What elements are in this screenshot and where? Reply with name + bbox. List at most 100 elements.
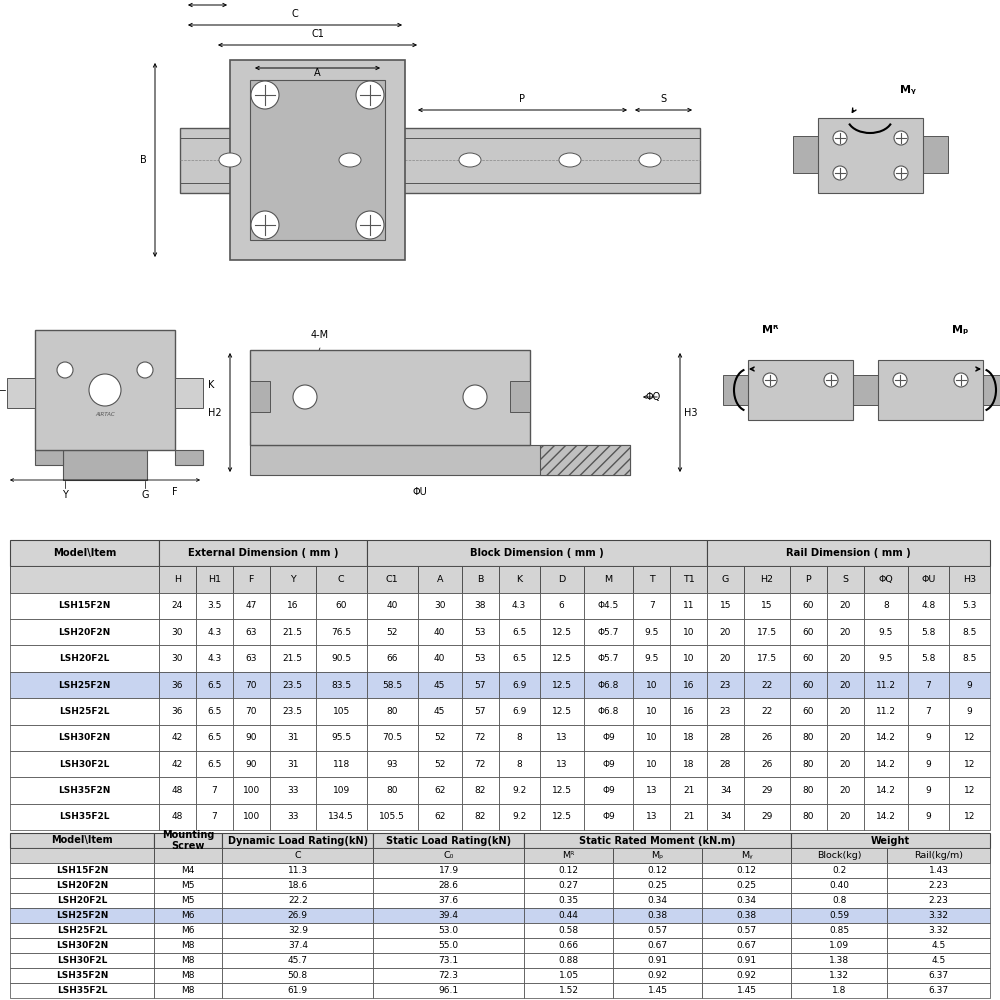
FancyBboxPatch shape [707, 804, 744, 830]
Text: 90: 90 [245, 733, 257, 742]
Text: 8: 8 [883, 601, 889, 610]
Text: 4-M: 4-M [311, 330, 329, 340]
FancyBboxPatch shape [154, 983, 222, 998]
FancyBboxPatch shape [613, 923, 702, 938]
FancyBboxPatch shape [367, 566, 418, 593]
Text: 0.85: 0.85 [829, 926, 849, 935]
Text: 52: 52 [434, 760, 445, 769]
FancyBboxPatch shape [10, 777, 159, 804]
FancyBboxPatch shape [613, 863, 702, 878]
FancyBboxPatch shape [524, 923, 613, 938]
Text: 53: 53 [474, 654, 486, 663]
FancyBboxPatch shape [250, 445, 630, 475]
FancyBboxPatch shape [633, 645, 670, 672]
Text: 62: 62 [434, 812, 445, 821]
Text: 15: 15 [761, 601, 773, 610]
Circle shape [763, 373, 777, 387]
FancyBboxPatch shape [790, 672, 827, 698]
FancyBboxPatch shape [10, 672, 159, 698]
FancyBboxPatch shape [887, 983, 990, 998]
FancyBboxPatch shape [316, 645, 367, 672]
FancyBboxPatch shape [744, 777, 790, 804]
FancyBboxPatch shape [540, 804, 584, 830]
FancyBboxPatch shape [633, 566, 670, 593]
FancyBboxPatch shape [462, 619, 499, 645]
Text: 105.5: 105.5 [379, 812, 405, 821]
Text: 22: 22 [761, 707, 773, 716]
Text: 11.3: 11.3 [288, 866, 308, 875]
FancyBboxPatch shape [154, 848, 222, 863]
Text: 21.5: 21.5 [283, 654, 303, 663]
Text: 83.5: 83.5 [331, 680, 351, 690]
Text: 12: 12 [964, 733, 975, 742]
FancyBboxPatch shape [159, 593, 196, 619]
Text: Mounting
Screw: Mounting Screw [162, 830, 214, 851]
Text: AIRTAC: AIRTAC [95, 412, 115, 418]
FancyBboxPatch shape [316, 619, 367, 645]
FancyBboxPatch shape [35, 330, 175, 450]
Text: 63: 63 [245, 654, 257, 663]
Text: 20: 20 [840, 628, 851, 637]
Text: 50.8: 50.8 [288, 971, 308, 980]
FancyBboxPatch shape [702, 968, 791, 983]
Text: B: B [140, 155, 147, 165]
Text: 90.5: 90.5 [331, 654, 351, 663]
Text: 36: 36 [172, 680, 183, 690]
Text: LSH35F2N: LSH35F2N [56, 971, 108, 980]
FancyBboxPatch shape [270, 698, 316, 725]
Text: 134.5: 134.5 [328, 812, 354, 821]
Text: 12.5: 12.5 [552, 654, 572, 663]
Text: 12.5: 12.5 [552, 628, 572, 637]
Text: 60: 60 [803, 628, 814, 637]
Text: Dynamic Load Rating(kN): Dynamic Load Rating(kN) [228, 836, 368, 846]
FancyBboxPatch shape [827, 698, 864, 725]
Text: 9.5: 9.5 [879, 628, 893, 637]
FancyBboxPatch shape [707, 725, 744, 751]
Text: P: P [806, 575, 811, 584]
Text: Mᵧ: Mᵧ [741, 851, 753, 860]
FancyBboxPatch shape [864, 619, 908, 645]
Text: 58.5: 58.5 [382, 680, 402, 690]
FancyBboxPatch shape [791, 863, 887, 878]
FancyBboxPatch shape [63, 450, 147, 480]
FancyBboxPatch shape [373, 983, 524, 998]
Text: 22.2: 22.2 [288, 896, 308, 905]
Text: 3.5: 3.5 [207, 601, 221, 610]
Text: 6.5: 6.5 [207, 733, 221, 742]
Text: Mₚ: Mₚ [952, 325, 968, 335]
Text: 28.6: 28.6 [439, 881, 459, 890]
Text: 7: 7 [649, 601, 655, 610]
Text: 10: 10 [646, 707, 658, 716]
FancyBboxPatch shape [499, 751, 540, 777]
Text: F: F [172, 487, 178, 497]
FancyBboxPatch shape [908, 725, 949, 751]
FancyBboxPatch shape [10, 878, 154, 893]
Text: 1.09: 1.09 [829, 941, 849, 950]
FancyBboxPatch shape [744, 593, 790, 619]
Text: 1.38: 1.38 [829, 956, 849, 965]
FancyBboxPatch shape [196, 777, 233, 804]
Text: 70: 70 [245, 707, 257, 716]
FancyBboxPatch shape [154, 968, 222, 983]
Text: 105: 105 [333, 707, 350, 716]
Text: 0.2: 0.2 [832, 866, 846, 875]
Text: 90: 90 [245, 760, 257, 769]
FancyBboxPatch shape [908, 645, 949, 672]
FancyBboxPatch shape [10, 893, 154, 908]
Text: LSH25F2N: LSH25F2N [58, 680, 111, 690]
FancyBboxPatch shape [230, 60, 405, 260]
Ellipse shape [339, 153, 361, 167]
Text: G: G [141, 490, 149, 500]
FancyBboxPatch shape [853, 375, 878, 405]
FancyBboxPatch shape [707, 540, 990, 566]
FancyBboxPatch shape [791, 848, 887, 863]
FancyBboxPatch shape [10, 938, 154, 953]
Text: 72: 72 [474, 760, 486, 769]
Text: 1.52: 1.52 [559, 986, 579, 995]
FancyBboxPatch shape [613, 983, 702, 998]
Text: 20: 20 [840, 601, 851, 610]
Circle shape [356, 81, 384, 109]
Text: M6: M6 [181, 911, 195, 920]
Text: 45.7: 45.7 [288, 956, 308, 965]
Text: Φ6.8: Φ6.8 [598, 680, 619, 690]
